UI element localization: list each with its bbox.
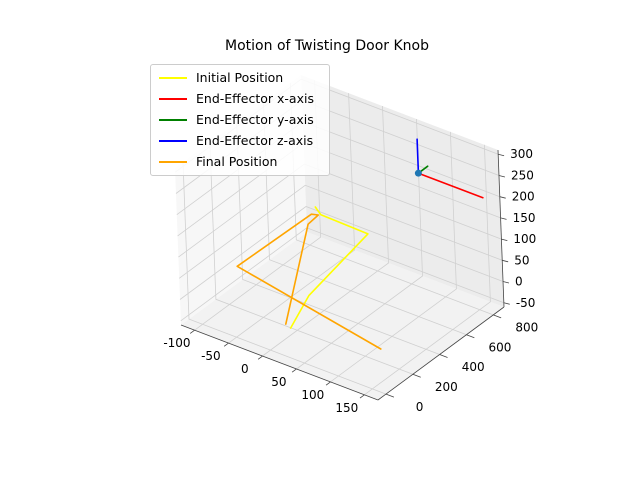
y-tick-mark bbox=[385, 393, 395, 398]
z-tick-mark bbox=[498, 153, 505, 157]
x-tick-label: 100 bbox=[301, 388, 324, 402]
legend-label: End-Effector y-axis bbox=[196, 112, 314, 127]
grid-line-x bbox=[364, 144, 491, 396]
x-tick-mark bbox=[223, 342, 229, 347]
series-line-0 bbox=[289, 206, 369, 329]
series-line-4 bbox=[416, 138, 420, 174]
y-tick-label: 600 bbox=[489, 340, 512, 354]
x-tick-mark bbox=[189, 329, 195, 334]
grid-line-y bbox=[209, 142, 414, 375]
legend-swatch-final-position bbox=[159, 160, 187, 163]
y-tick-label: 400 bbox=[462, 360, 485, 374]
z-tick-mark bbox=[501, 238, 508, 241]
y-axis-line bbox=[377, 306, 505, 401]
y-tick-mark bbox=[412, 373, 421, 378]
z-tick-mark bbox=[502, 259, 509, 263]
z-tick-mark bbox=[499, 196, 506, 199]
grid-line-x bbox=[262, 105, 389, 357]
z-tick-label: 150 bbox=[513, 211, 536, 225]
chart-title: Motion of Twisting Door Knob bbox=[225, 38, 429, 54]
series-line-1 bbox=[236, 213, 382, 350]
y-tick-mark bbox=[493, 314, 502, 319]
z-tick-label: 50 bbox=[514, 253, 529, 267]
z-tick-label: -50 bbox=[516, 296, 536, 310]
legend: Initial Position End-Effector x-axis End… bbox=[150, 64, 330, 176]
legend-item-initial-position: Initial Position bbox=[151, 67, 329, 88]
x-tick-mark bbox=[291, 368, 297, 373]
legend-swatch-initial-position bbox=[159, 76, 187, 79]
grid-line-z bbox=[179, 206, 504, 300]
z-tick-label: 200 bbox=[512, 190, 535, 204]
x-axis-ticks: -100 -50 0 50 100 150 bbox=[163, 329, 365, 415]
z-tick-mark bbox=[498, 175, 506, 178]
grid-line-x bbox=[228, 93, 356, 344]
legend-label: End-Effector z-axis bbox=[196, 133, 314, 148]
axis-lines bbox=[180, 149, 505, 401]
end-effector-point bbox=[414, 169, 422, 177]
x-tick-mark bbox=[257, 355, 263, 360]
z-tick-label: 250 bbox=[511, 168, 534, 182]
legend-item-final-position: Final Position bbox=[151, 151, 329, 172]
legend-swatch-y-axis bbox=[159, 118, 187, 121]
z-tick-label: 0 bbox=[515, 275, 523, 289]
x-tick-mark bbox=[359, 394, 365, 399]
floor-pane bbox=[181, 232, 504, 400]
y-tick-label: 200 bbox=[435, 380, 458, 394]
legend-swatch-z-axis bbox=[159, 139, 187, 142]
z-tick-mark bbox=[502, 281, 510, 284]
grid-line-x bbox=[330, 131, 457, 383]
y-tick-mark bbox=[439, 354, 448, 358]
legend-label: End-Effector x-axis bbox=[196, 91, 314, 106]
x-axis-line bbox=[180, 324, 379, 401]
x-tick-label: 50 bbox=[271, 375, 286, 389]
z-tick-label: 100 bbox=[513, 232, 536, 246]
z-tick-mark bbox=[503, 302, 510, 305]
x-tick-label: -100 bbox=[163, 336, 190, 350]
z-tick-label: 300 bbox=[510, 147, 533, 161]
z-axis-line bbox=[497, 149, 505, 308]
grid-line-z bbox=[178, 184, 503, 279]
y-tick-label: 0 bbox=[416, 400, 424, 414]
legend-item-y-axis: End-Effector y-axis bbox=[151, 109, 329, 130]
x-tick-label: -50 bbox=[201, 349, 221, 363]
legend-label: Initial Position bbox=[196, 70, 284, 85]
legend-label: Final Position bbox=[196, 154, 278, 169]
series-line-2 bbox=[417, 172, 484, 199]
back-wall-pane bbox=[301, 75, 504, 307]
grid-line-y bbox=[182, 162, 387, 395]
x-tick-label: 0 bbox=[241, 362, 249, 376]
y-tick-label: 800 bbox=[515, 321, 538, 335]
y-tick-mark bbox=[466, 334, 475, 339]
x-tick-label: 150 bbox=[335, 401, 358, 415]
legend-swatch-x-axis bbox=[159, 97, 187, 100]
legend-item-z-axis: End-Effector z-axis bbox=[151, 130, 329, 151]
series-lines bbox=[236, 138, 484, 350]
z-axis-ticks: -50 0 50 100 150 200 250 300 bbox=[498, 147, 536, 310]
z-tick-mark bbox=[500, 217, 507, 220]
x-tick-mark bbox=[325, 381, 331, 386]
legend-item-x-axis: End-Effector x-axis bbox=[151, 88, 329, 109]
